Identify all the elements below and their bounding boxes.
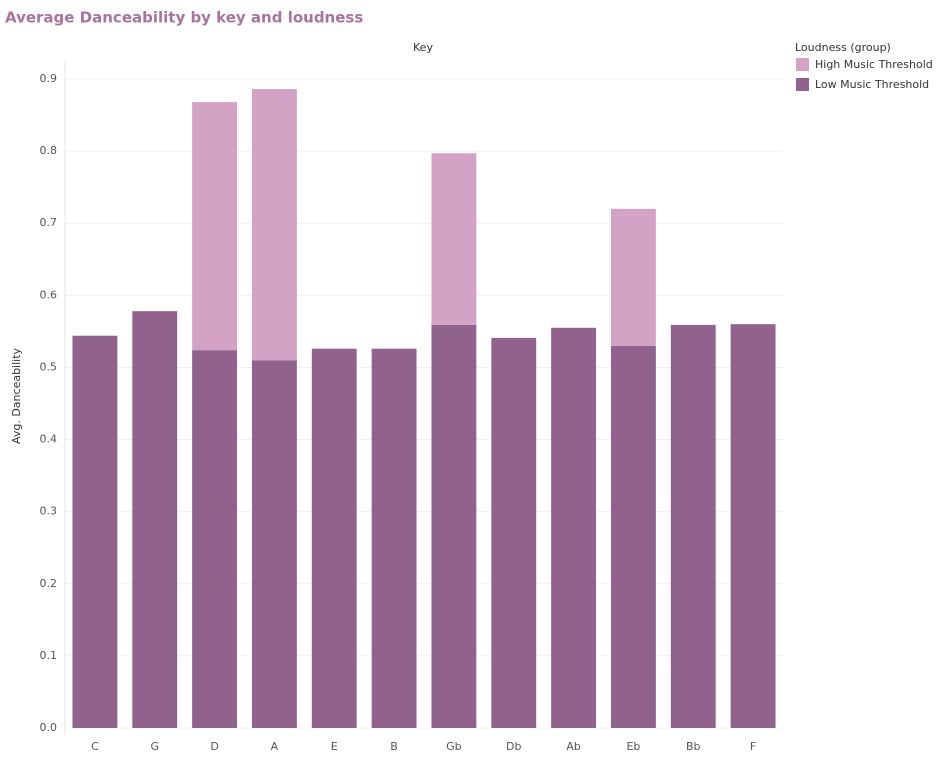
x-tick-label: B [390,740,398,753]
y-axis-title: Avg. Danceability [10,347,23,444]
bar [192,102,238,351]
x-tick-label: Gb [446,740,462,753]
y-tick-label: 0.8 [40,144,58,157]
bar [371,348,417,728]
x-tick-label: A [271,740,279,753]
y-tick-label: 0.5 [40,360,58,373]
x-tick-label: Eb [626,740,640,753]
bar [670,324,716,728]
y-tick-label: 0.2 [40,577,58,590]
x-tick-label: Bb [686,740,701,753]
bar [730,324,776,728]
x-tick-label: E [331,740,338,753]
y-tick-label: 0.7 [40,216,58,229]
bar [192,350,238,728]
legend-label: Low Music Threshold [815,78,929,91]
legend-swatch [796,58,809,71]
x-tick-label: C [91,740,99,753]
x-tick-label: G [150,740,159,753]
y-tick-label: 0.4 [40,433,58,446]
chart-title: Average Danceability by key and loudness [5,9,363,27]
y-tick-label: 0.0 [40,721,58,734]
legend-label: High Music Threshold [815,58,933,71]
y-tick-label: 0.3 [40,505,58,518]
bar [491,337,537,728]
bar [610,345,656,728]
x-tick-label: Ab [566,740,581,753]
bar [251,89,297,361]
bar [610,208,656,346]
legend-title: Loudness (group) [795,41,891,54]
bar [431,153,477,325]
bar [72,335,118,728]
x-tick-label: F [750,740,756,753]
x-axis-title: Key [413,41,433,54]
x-tick-label: D [210,740,218,753]
x-tick-label: Db [506,740,521,753]
bar [431,324,477,728]
y-tick-label: 0.6 [40,288,58,301]
y-tick-label: 0.1 [40,649,58,662]
bar [251,360,297,728]
y-tick-label: 0.9 [40,72,58,85]
legend-swatch [796,78,809,91]
bar [132,311,178,728]
bar [551,327,597,728]
bar [311,348,357,728]
